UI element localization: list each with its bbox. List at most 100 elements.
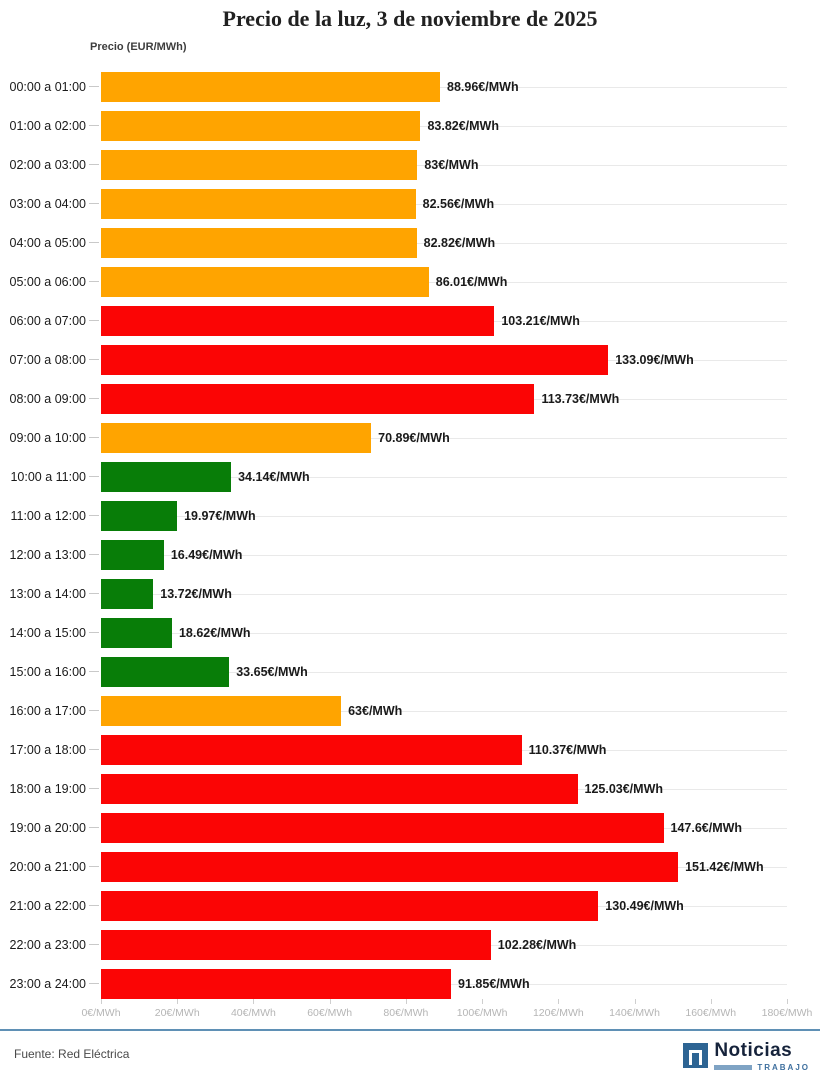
- y-tick: [86, 359, 101, 360]
- bar-track: 88.96€/MWh: [101, 67, 787, 106]
- y-tick-line: [88, 476, 99, 477]
- row-gridline: [101, 164, 787, 166]
- price-bar: [101, 227, 417, 258]
- y-tick: [86, 788, 101, 789]
- row-gridline: [101, 554, 787, 556]
- y-tick: [86, 671, 101, 672]
- price-value-label: 70.89€/MWh: [378, 430, 450, 445]
- time-slot-label: 00:00 a 01:00: [9, 79, 86, 94]
- row-gridline: [101, 476, 787, 478]
- y-tick-line: [88, 164, 99, 165]
- y-tick: [86, 866, 101, 867]
- logo-subtext: TRABAJO: [757, 1063, 810, 1072]
- price-value-label: 82.56€/MWh: [422, 196, 495, 211]
- price-value-label: 33.65€/MWh: [236, 664, 308, 679]
- y-tick-line: [88, 437, 99, 438]
- price-value-label: 34.14€/MWh: [238, 469, 310, 484]
- price-value-label: 151.42€/MWh: [685, 859, 764, 874]
- y-tick: [86, 749, 101, 750]
- x-tick-label: 80€/MWh: [383, 1007, 429, 1019]
- row-gridline: [101, 281, 787, 283]
- y-tick-line: [88, 710, 99, 711]
- price-value-label: 88.96€/MWh: [447, 79, 519, 94]
- price-value-label: 83.82€/MWh: [427, 118, 499, 133]
- price-value-label: 102.28€/MWh: [497, 937, 577, 952]
- x-tick-mark: [482, 999, 484, 1004]
- x-tick-label: 0€/MWh: [81, 1007, 121, 1019]
- time-slot-label: 22:00 a 23:00: [9, 937, 86, 952]
- time-slot-label: 09:00 a 10:00: [9, 430, 86, 445]
- bar-track: 103.21€/MWh: [101, 301, 787, 340]
- time-slot-label: 11:00 a 12:00: [10, 508, 86, 523]
- price-bar: [101, 422, 372, 453]
- price-value-label: 147.6€/MWh: [670, 820, 743, 835]
- chart-row: 04:00 a 05:00 82.82€/MWh: [0, 223, 820, 262]
- time-slot-label: 17:00 a 18:00: [9, 742, 86, 757]
- time-slot-label: 03:00 a 04:00: [9, 196, 86, 211]
- x-tick-mark: [253, 999, 255, 1004]
- chart-row: 10:00 a 11:00 34.14€/MWh: [0, 457, 820, 496]
- y-tick: [86, 515, 101, 516]
- bar-track: 83.82€/MWh: [101, 106, 787, 145]
- chart-row: 19:00 a 20:00 147.6€/MWh: [0, 808, 820, 847]
- chart-title: Precio de la luz, 3 de noviembre de 2025: [222, 6, 598, 31]
- row-gridline: [101, 671, 787, 673]
- price-bar: [101, 890, 599, 921]
- x-tick-mark: [329, 999, 331, 1004]
- x-tick-mark: [101, 999, 102, 1004]
- chart-row: 09:00 a 10:00 70.89€/MWh: [0, 418, 820, 457]
- bar-track: 91.85€/MWh: [101, 964, 787, 1003]
- bar-track: 33.65€/MWh: [101, 652, 787, 691]
- bar-track: 133.09€/MWh: [101, 340, 787, 379]
- bar-track: 82.56€/MWh: [101, 184, 787, 223]
- y-tick-line: [88, 320, 99, 321]
- x-tick-mark: [710, 999, 712, 1004]
- bar-track: 130.49€/MWh: [101, 886, 787, 925]
- price-bar: [101, 656, 230, 687]
- chart-row: 15:00 a 16:00 33.65€/MWh: [0, 652, 820, 691]
- time-slot-label: 07:00 a 08:00: [9, 352, 86, 367]
- y-tick: [86, 320, 101, 321]
- price-bar: [101, 149, 418, 180]
- logo-bar-decoration: [714, 1065, 753, 1070]
- source-text: Fuente: Red Eléctrica: [14, 1047, 130, 1061]
- chart-row: 13:00 a 14:00 13.72€/MWh: [0, 574, 820, 613]
- row-gridline: [101, 203, 787, 205]
- price-axis-title: Precio (EUR/MWh): [90, 41, 187, 53]
- y-tick: [86, 476, 101, 477]
- price-bar: [101, 695, 342, 726]
- logo-subline: TRABAJO: [714, 1063, 810, 1072]
- price-bar: [101, 71, 441, 102]
- x-tick-mark: [558, 999, 560, 1004]
- price-value-label: 130.49€/MWh: [605, 898, 684, 913]
- x-tick-mark: [787, 999, 788, 1004]
- y-tick-line: [88, 671, 99, 672]
- time-slot-label: 05:00 a 06:00: [9, 274, 86, 289]
- price-bar: [101, 617, 172, 648]
- x-tick-label: 180€/MWh: [761, 1007, 813, 1019]
- price-bar: [101, 968, 452, 999]
- time-slot-label: 20:00 a 21:00: [9, 859, 86, 874]
- x-axis: 0€/MWh 20€/MWh 40€/MWh 60€/MWh 80€/MWh 100€/M…: [81, 999, 812, 1029]
- chart-row: 07:00 a 08:00 133.09€/MWh: [0, 340, 820, 379]
- y-tick-line: [88, 983, 99, 984]
- y-tick-line: [88, 86, 99, 87]
- price-value-label: 103.21€/MWh: [501, 313, 580, 328]
- bar-track: 113.73€/MWh: [101, 379, 787, 418]
- y-tick-line: [88, 242, 99, 243]
- row-gridline: [101, 710, 787, 712]
- bar-track: 147.6€/MWh: [101, 808, 787, 847]
- price-value-label: 16.49€/MWh: [170, 547, 243, 562]
- price-value-label: 19.97€/MWh: [184, 508, 256, 523]
- time-slot-label: 10:00 a 11:00: [10, 469, 86, 484]
- time-slot-label: 21:00 a 22:00: [9, 898, 86, 913]
- bar-track: 82.82€/MWh: [101, 223, 787, 262]
- x-tick-mark: [634, 999, 636, 1004]
- y-tick: [86, 554, 101, 555]
- bar-track: 102.28€/MWh: [101, 925, 787, 964]
- price-value-label: 63€/MWh: [348, 703, 403, 718]
- row-gridline: [101, 242, 787, 244]
- x-tick-mark: [405, 999, 407, 1004]
- y-tick-line: [88, 593, 99, 594]
- y-tick: [86, 632, 101, 633]
